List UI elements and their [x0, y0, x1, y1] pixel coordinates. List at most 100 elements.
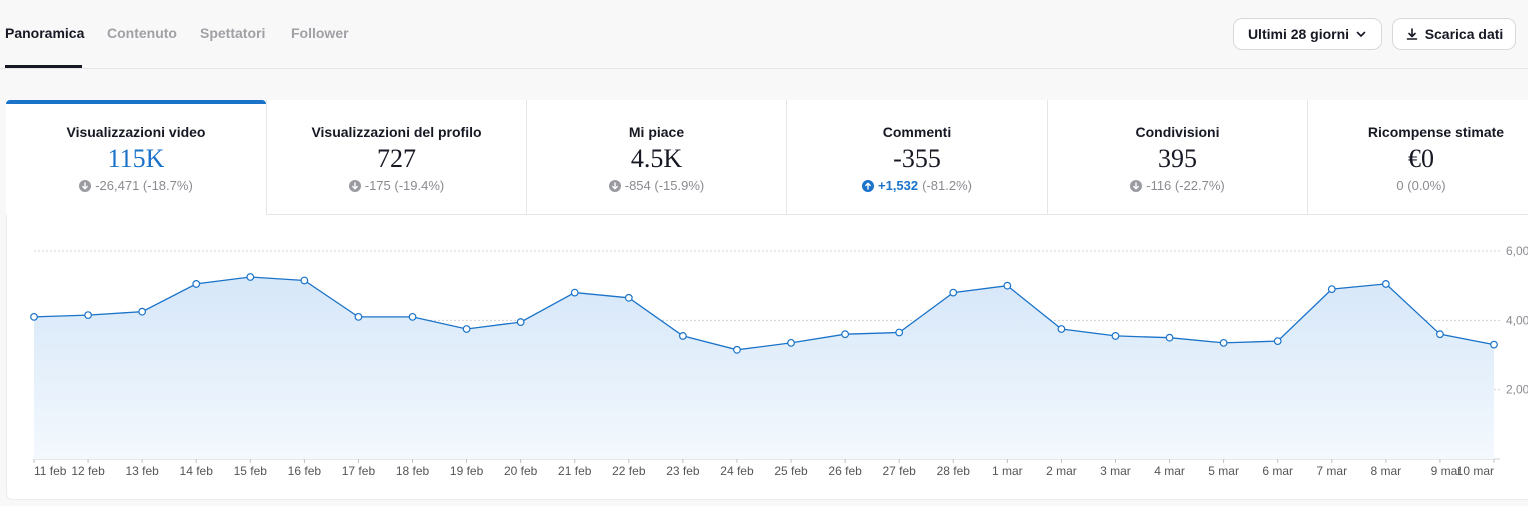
- metric-delta-text: -26,471 (-18.7%): [95, 178, 193, 193]
- x-tick-label: 25 feb: [774, 464, 808, 478]
- views-chart-svg: 2,00 4,00 6,00 11 feb 12 feb 13 feb 14 feb 15 …: [30, 244, 1528, 478]
- chart-point[interactable]: [733, 345, 741, 354]
- metric-tile-profile-views[interactable]: Visualizzazioni del profilo 727 -175 (-1…: [267, 100, 527, 215]
- tab-spettatori[interactable]: Spettatori: [200, 25, 266, 41]
- download-label: Scarica dati: [1424, 26, 1504, 42]
- download-icon: [1405, 27, 1419, 41]
- arrow-down-circle-icon: [608, 179, 621, 192]
- metric-label: Visualizzazioni video: [66, 124, 206, 140]
- download-data-button[interactable]: Scarica dati: [1392, 18, 1516, 50]
- chart-point[interactable]: [1381, 280, 1390, 288]
- chart-point[interactable]: [895, 328, 904, 337]
- chart-point[interactable]: [1327, 285, 1336, 294]
- x-tick-label: 8 mar: [1371, 464, 1402, 478]
- active-tab-indicator: [5, 65, 82, 68]
- metric-delta: -26,471 (-18.7%): [6, 178, 266, 193]
- x-tick-label: 7 mar: [1316, 464, 1347, 478]
- arrow-down-circle-icon: [348, 179, 361, 192]
- metric-delta-text: -175 (-19.4%): [364, 178, 445, 193]
- metric-delta-text: -116 (-22.7%): [1146, 178, 1225, 193]
- metric-delta: -116 (-22.7%): [1048, 178, 1307, 193]
- metric-value: 4.5K: [630, 144, 683, 173]
- chart-point[interactable]: [30, 312, 38, 321]
- x-tick-label: 21 feb: [558, 464, 592, 478]
- x-tick-label: 9 mar: [1431, 464, 1462, 478]
- metric-tiles: Visualizzazioni video 115K -26,471 (-18.…: [6, 100, 1528, 215]
- x-tick-label: 13 feb: [125, 464, 159, 478]
- x-tick-label: 27 feb: [882, 464, 916, 478]
- x-tick-label: 2 mar: [1046, 464, 1077, 478]
- x-tick-label: 17 feb: [342, 464, 376, 478]
- x-tick-label: 18 feb: [396, 464, 430, 478]
- arrow-down-circle-icon: [79, 179, 92, 192]
- metric-tile-comments[interactable]: Commenti -355 +1,532 (-81.2%): [787, 100, 1048, 215]
- tab-contenuto[interactable]: Contenuto: [107, 25, 177, 41]
- metric-label: Ricompense stimate: [1367, 124, 1505, 140]
- chart-point[interactable]: [138, 307, 147, 316]
- chart-point[interactable]: [84, 311, 92, 320]
- x-tick-label: 19 feb: [450, 464, 484, 478]
- metric-value: 115K: [107, 144, 165, 173]
- chart-point[interactable]: [949, 288, 958, 297]
- chart-point[interactable]: [841, 330, 850, 339]
- chart-point[interactable]: [1490, 340, 1498, 349]
- chart-point[interactable]: [624, 293, 633, 302]
- chart-point[interactable]: [1273, 337, 1282, 346]
- chart-point[interactable]: [1165, 333, 1174, 342]
- metric-tile-estimated-rewards[interactable]: Ricompense stimate €0 0 (0.0%): [1308, 100, 1528, 215]
- x-tick-label: 26 feb: [828, 464, 862, 478]
- chart-point[interactable]: [1111, 332, 1120, 340]
- chart-point[interactable]: [354, 312, 363, 321]
- metric-delta-text: 0 (0.0%): [1396, 178, 1446, 193]
- y-tick-label: 2,00: [1506, 383, 1528, 397]
- chart-point[interactable]: [408, 312, 417, 321]
- metric-value: 395: [1158, 144, 1197, 173]
- x-tick-label: 10 mar: [1457, 464, 1494, 478]
- selected-tile-indicator: [6, 100, 266, 104]
- metric-delta-main: +1,532: [878, 178, 919, 193]
- metric-tile-video-views[interactable]: Visualizzazioni video 115K -26,471 (-18.…: [6, 100, 267, 215]
- metric-value: €0: [1408, 144, 1434, 173]
- chart-point[interactable]: [1219, 338, 1228, 347]
- x-tick-label: 20 feb: [504, 464, 538, 478]
- x-tick-label: 3 mar: [1100, 464, 1131, 478]
- chart-point[interactable]: [462, 325, 471, 333]
- metric-label: Commenti: [882, 124, 952, 140]
- chart-point[interactable]: [192, 280, 201, 288]
- x-tick-label: 15 feb: [234, 464, 268, 478]
- chart-point[interactable]: [246, 273, 255, 281]
- x-tick-label: 23 feb: [666, 464, 700, 478]
- x-tick-label: 4 mar: [1154, 464, 1185, 478]
- chart-area-fill: [34, 277, 1494, 459]
- metric-tile-likes[interactable]: Mi piace 4.5K -854 (-15.9%): [527, 100, 787, 215]
- metric-value: -355: [893, 144, 941, 173]
- tab-follower[interactable]: Follower: [291, 25, 349, 41]
- period-dropdown[interactable]: Ultimi 28 giorni: [1233, 18, 1382, 50]
- chart-point[interactable]: [570, 288, 579, 297]
- metric-tile-shares[interactable]: Condivisioni 395 -116 (-22.7%): [1048, 100, 1308, 215]
- x-tick-label: 16 feb: [288, 464, 322, 478]
- chart-point[interactable]: [516, 318, 525, 326]
- metric-delta-pct: (-81.2%): [922, 178, 972, 193]
- chart-point[interactable]: [300, 276, 309, 285]
- chart-point[interactable]: [787, 338, 795, 347]
- chart-point[interactable]: [678, 332, 687, 340]
- x-tick-label: 1 mar: [992, 464, 1023, 478]
- metric-label: Condivisioni: [1135, 124, 1220, 140]
- arrow-down-circle-icon: [1130, 179, 1143, 192]
- chart-point[interactable]: [1057, 325, 1066, 333]
- metric-delta-text: -854 (-15.9%): [624, 178, 705, 193]
- views-chart: 2,00 4,00 6,00 11 feb 12 feb 13 feb 14 feb 15 …: [0, 215, 1528, 501]
- metric-delta: -175 (-19.4%): [267, 178, 526, 193]
- x-tick-label: 11 feb: [34, 464, 67, 478]
- chart-point[interactable]: [1003, 281, 1012, 290]
- tab-panoramica[interactable]: Panoramica: [5, 25, 85, 41]
- arrow-up-circle-icon: [862, 179, 874, 192]
- chart-line: [33, 276, 1495, 351]
- chart-point[interactable]: [1436, 330, 1444, 339]
- x-tick-label: 6 mar: [1262, 464, 1293, 478]
- metric-delta: 0 (0.0%): [1308, 178, 1528, 193]
- x-tick-label: 22 feb: [612, 464, 646, 478]
- x-tick-label: 14 feb: [180, 464, 214, 478]
- top-navigation: Panoramica Contenuto Spettatori Follower…: [0, 0, 1528, 69]
